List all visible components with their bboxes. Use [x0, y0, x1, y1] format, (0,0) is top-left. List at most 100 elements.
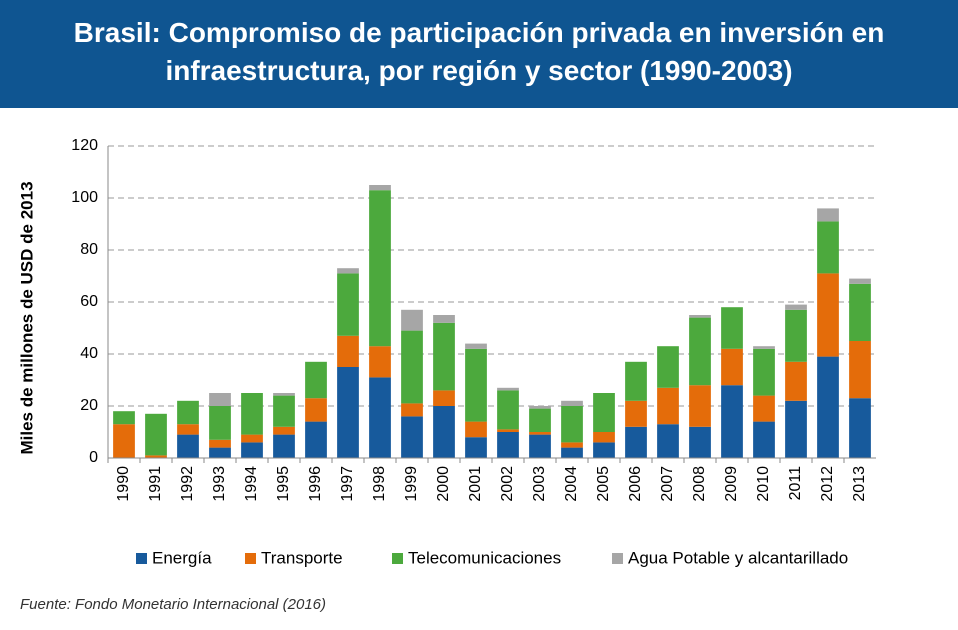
bar-segment	[273, 426, 295, 435]
x-tick-label: 1990	[115, 466, 132, 502]
bar-segment	[433, 322, 455, 391]
bar-segment	[177, 400, 199, 425]
y-tick-label: 120	[71, 137, 98, 154]
bar-segment	[305, 361, 327, 399]
legend-label: Transporte	[261, 548, 343, 567]
bar-segment	[593, 442, 615, 458]
x-tick-label: 2003	[531, 466, 548, 502]
x-tick-label: 1993	[211, 466, 228, 502]
y-tick-label: 20	[80, 397, 98, 414]
bar-segment	[529, 432, 551, 435]
bar-segment	[465, 348, 487, 422]
bar-segment	[177, 424, 199, 435]
x-tick-label: 2006	[627, 466, 644, 502]
bar-segment	[209, 439, 231, 448]
bar-segment	[529, 408, 551, 432]
bar-segment	[337, 268, 359, 274]
bar-segment	[529, 434, 551, 458]
bar-segment	[209, 447, 231, 458]
bar-segment	[145, 455, 167, 458]
legend-label: Agua Potable y alcantarillado	[628, 548, 848, 567]
bar-segment	[273, 434, 295, 458]
x-tick-label: 2000	[435, 466, 452, 502]
bar-segment	[465, 437, 487, 458]
x-tick-label: 2011	[787, 466, 804, 501]
bar-segment	[497, 390, 519, 430]
bar-segment	[785, 304, 807, 310]
bar-segment	[209, 406, 231, 440]
bar-segment	[241, 393, 263, 435]
bar-segment	[305, 421, 327, 458]
bar-segment	[465, 421, 487, 438]
legend-swatch	[612, 553, 623, 564]
bar-segment	[113, 424, 135, 458]
x-tick-label: 1999	[403, 466, 420, 502]
bar-segment	[753, 348, 775, 396]
bar-segment	[657, 346, 679, 388]
bar-segment	[561, 442, 583, 448]
legend-swatch	[136, 553, 147, 564]
bar-segment	[753, 346, 775, 349]
bar-segment	[337, 273, 359, 336]
chart: Miles de millones de USD de 2013 Fuente:…	[17, 137, 876, 613]
bar-segment	[337, 335, 359, 367]
bar-segment	[625, 426, 647, 458]
bar-segment	[849, 283, 871, 341]
bar-segment	[785, 400, 807, 458]
x-tick-label: 1992	[179, 466, 196, 502]
bar-segment	[209, 393, 231, 406]
chart-title: Brasil: Compromiso de participación priv…	[0, 0, 958, 108]
bar-segment	[689, 385, 711, 427]
bar-segment	[753, 395, 775, 422]
bar-segment	[849, 278, 871, 284]
bar-segment	[305, 398, 327, 422]
x-tick-label: 2004	[563, 466, 580, 502]
x-tick-label: 2005	[595, 466, 612, 502]
source: Fuente: Fondo Monetario Internacional (2…	[20, 596, 326, 613]
bar-segment	[817, 221, 839, 274]
bar-segment	[241, 434, 263, 443]
bar-segment	[113, 411, 135, 425]
legend-label: Energía	[152, 548, 212, 567]
bar-segment	[433, 390, 455, 406]
bar-segment	[369, 377, 391, 458]
bar-segment	[785, 309, 807, 362]
bar-segment	[273, 393, 295, 396]
bar-segment	[849, 398, 871, 458]
x-tick-label: 2010	[755, 466, 772, 502]
y-tick-label: 60	[80, 293, 98, 310]
bar-segment	[721, 385, 743, 458]
y-tick-label: 0	[89, 449, 98, 466]
x-tick-label: 2008	[691, 466, 708, 502]
bar-segment	[657, 387, 679, 425]
bar-segment	[369, 346, 391, 378]
bar-segment	[753, 421, 775, 458]
bar-segment	[689, 315, 711, 318]
bar-segment	[145, 413, 167, 456]
bar-segment	[593, 393, 615, 432]
y-tick-label: 40	[80, 345, 98, 362]
bar-segment	[401, 309, 423, 331]
x-tick-label: 1998	[371, 466, 388, 502]
x-tick-label: 2012	[819, 466, 836, 502]
bar-segment	[369, 185, 391, 191]
bar-segment	[721, 348, 743, 386]
x-tick-label: 2002	[499, 466, 516, 502]
bar-segment	[529, 406, 551, 409]
bar-segment	[689, 317, 711, 386]
bar-segment	[241, 442, 263, 458]
legend-swatch	[392, 553, 403, 564]
bar-segment	[561, 447, 583, 458]
x-tick-label: 1997	[339, 466, 356, 502]
bar-segment	[465, 343, 487, 349]
bar-segment	[625, 400, 647, 427]
bar-segment	[593, 432, 615, 443]
bar-segment	[625, 361, 647, 401]
x-tick-label: 2001	[467, 466, 484, 502]
bar-segment	[849, 341, 871, 399]
bar-segment	[689, 426, 711, 458]
bar-segment	[401, 330, 423, 404]
x-tick-label: 1991	[147, 466, 164, 502]
bar-segment	[817, 356, 839, 458]
bar-segment	[433, 406, 455, 458]
